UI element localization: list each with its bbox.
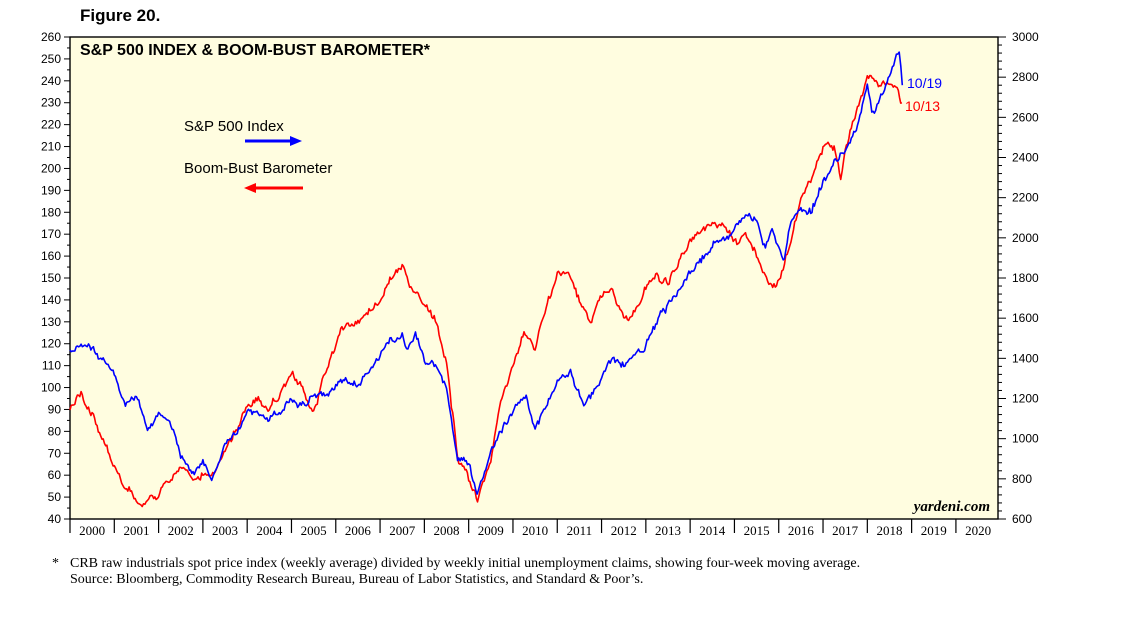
series-line-sp500 (69, 51, 904, 495)
series-end-label-boom-bust: 10/13 (905, 98, 940, 114)
x-tick-label: 2011 (567, 523, 593, 538)
left-tick-label: 80 (48, 424, 62, 438)
left-tick-label: 220 (41, 118, 61, 132)
footnote-marker: * (52, 556, 59, 571)
plot-area (69, 36, 999, 520)
x-tick-label: 2020 (965, 523, 991, 538)
x-tick-label: 2019 (921, 523, 947, 538)
x-tick-label: 2012 (611, 523, 637, 538)
footnote-definition: * CRB raw industrials spot price index (w… (52, 556, 860, 572)
x-tick-label: 2002 (168, 523, 194, 538)
right-tick-label: 2200 (1012, 191, 1039, 205)
right-tick-label: 1400 (1012, 351, 1039, 365)
right-tick-label: 2800 (1012, 70, 1039, 84)
legend: S&P 500 Index Boom-Bust Barometer (184, 118, 332, 193)
left-tick-label: 250 (41, 52, 61, 66)
legend-arrow-boom-bust (244, 183, 303, 193)
footnote-text: CRB raw industrials spot price index (we… (70, 556, 861, 571)
right-tick-label: 2600 (1012, 110, 1039, 124)
x-tick-label: 2007 (389, 523, 416, 538)
right-tick-label: 3000 (1012, 30, 1039, 44)
right-tick-label: 2000 (1012, 231, 1039, 245)
x-tick-label: 2017 (832, 523, 859, 538)
x-tick-label: 2003 (212, 523, 238, 538)
left-tick-label: 240 (41, 74, 61, 88)
x-tick-label: 2010 (522, 523, 548, 538)
right-tick-label: 1200 (1012, 392, 1039, 406)
series-end-label-sp500: 10/19 (907, 75, 942, 91)
footnote-source: Source: Bloomberg, Commodity Research Bu… (52, 572, 860, 588)
x-tick-label: 2018 (876, 523, 902, 538)
left-tick-label: 90 (48, 402, 62, 416)
left-tick-label: 50 (48, 490, 62, 504)
left-tick-label: 110 (42, 359, 61, 373)
x-tick-label: 2016 (788, 523, 815, 538)
left-tick-label: 150 (41, 271, 61, 285)
legend-arrow-sp500 (245, 136, 302, 146)
footnote-source-text: Source: Bloomberg, Commodity Research Bu… (70, 572, 644, 587)
legend-label-boom-bust: Boom-Bust Barometer (184, 160, 332, 177)
left-tick-label: 60 (48, 468, 62, 482)
left-tick-label: 140 (41, 293, 61, 307)
left-tick-label: 130 (41, 315, 61, 329)
right-tick-label: 1000 (1012, 432, 1039, 446)
left-tick-label: 40 (48, 512, 62, 526)
x-tick-label: 2015 (744, 523, 770, 538)
left-tick-label: 210 (41, 140, 61, 154)
right-y-axis: 600 800 1000 1200 1400 1600 1800 2000 2200 2400 26… (998, 30, 1039, 526)
x-axis: 2000 2001 2002 2003 2004 2005 2006 2007 2008 2009… (69, 519, 991, 538)
x-tick-label: 2014 (699, 523, 726, 538)
x-tick-label: 2006 (345, 523, 372, 538)
right-tick-label: 1800 (1012, 271, 1039, 285)
chart-title: S&P 500 INDEX & BOOM-BUST BAROMETER* (80, 42, 431, 59)
left-tick-label: 200 (41, 161, 61, 175)
x-tick-label: 2000 (79, 523, 105, 538)
left-tick-label: 170 (41, 227, 61, 241)
legend-label-sp500: S&P 500 Index (184, 118, 284, 135)
left-tick-label: 260 (41, 30, 61, 44)
left-tick-label: 100 (41, 381, 61, 395)
x-tick-label: 2001 (123, 523, 149, 538)
x-tick-label: 2009 (478, 523, 504, 538)
left-tick-label: 160 (41, 249, 61, 263)
left-tick-label: 70 (48, 446, 62, 460)
x-tick-label: 2013 (655, 523, 681, 538)
right-tick-label: 2400 (1012, 151, 1039, 165)
left-tick-label: 120 (41, 337, 61, 351)
x-tick-label: 2008 (434, 523, 460, 538)
right-tick-label: 600 (1012, 512, 1032, 526)
left-tick-label: 230 (41, 96, 61, 110)
right-tick-label: 1600 (1012, 311, 1039, 325)
left-tick-label: 190 (41, 183, 61, 197)
x-tick-label: 2004 (256, 523, 283, 538)
right-tick-label: 800 (1012, 472, 1032, 486)
watermark: yardeni.com (912, 499, 990, 515)
footnote: * CRB raw industrials spot price index (w… (52, 556, 860, 588)
figure-label: Figure 20. (80, 6, 161, 25)
series-layer (69, 51, 904, 508)
left-tick-label: 180 (41, 205, 61, 219)
x-tick-label: 2005 (301, 523, 327, 538)
left-y-axis: 40 50 60 70 80 90 100 110 120 130 140 150 160 170 180 1… (41, 30, 70, 526)
